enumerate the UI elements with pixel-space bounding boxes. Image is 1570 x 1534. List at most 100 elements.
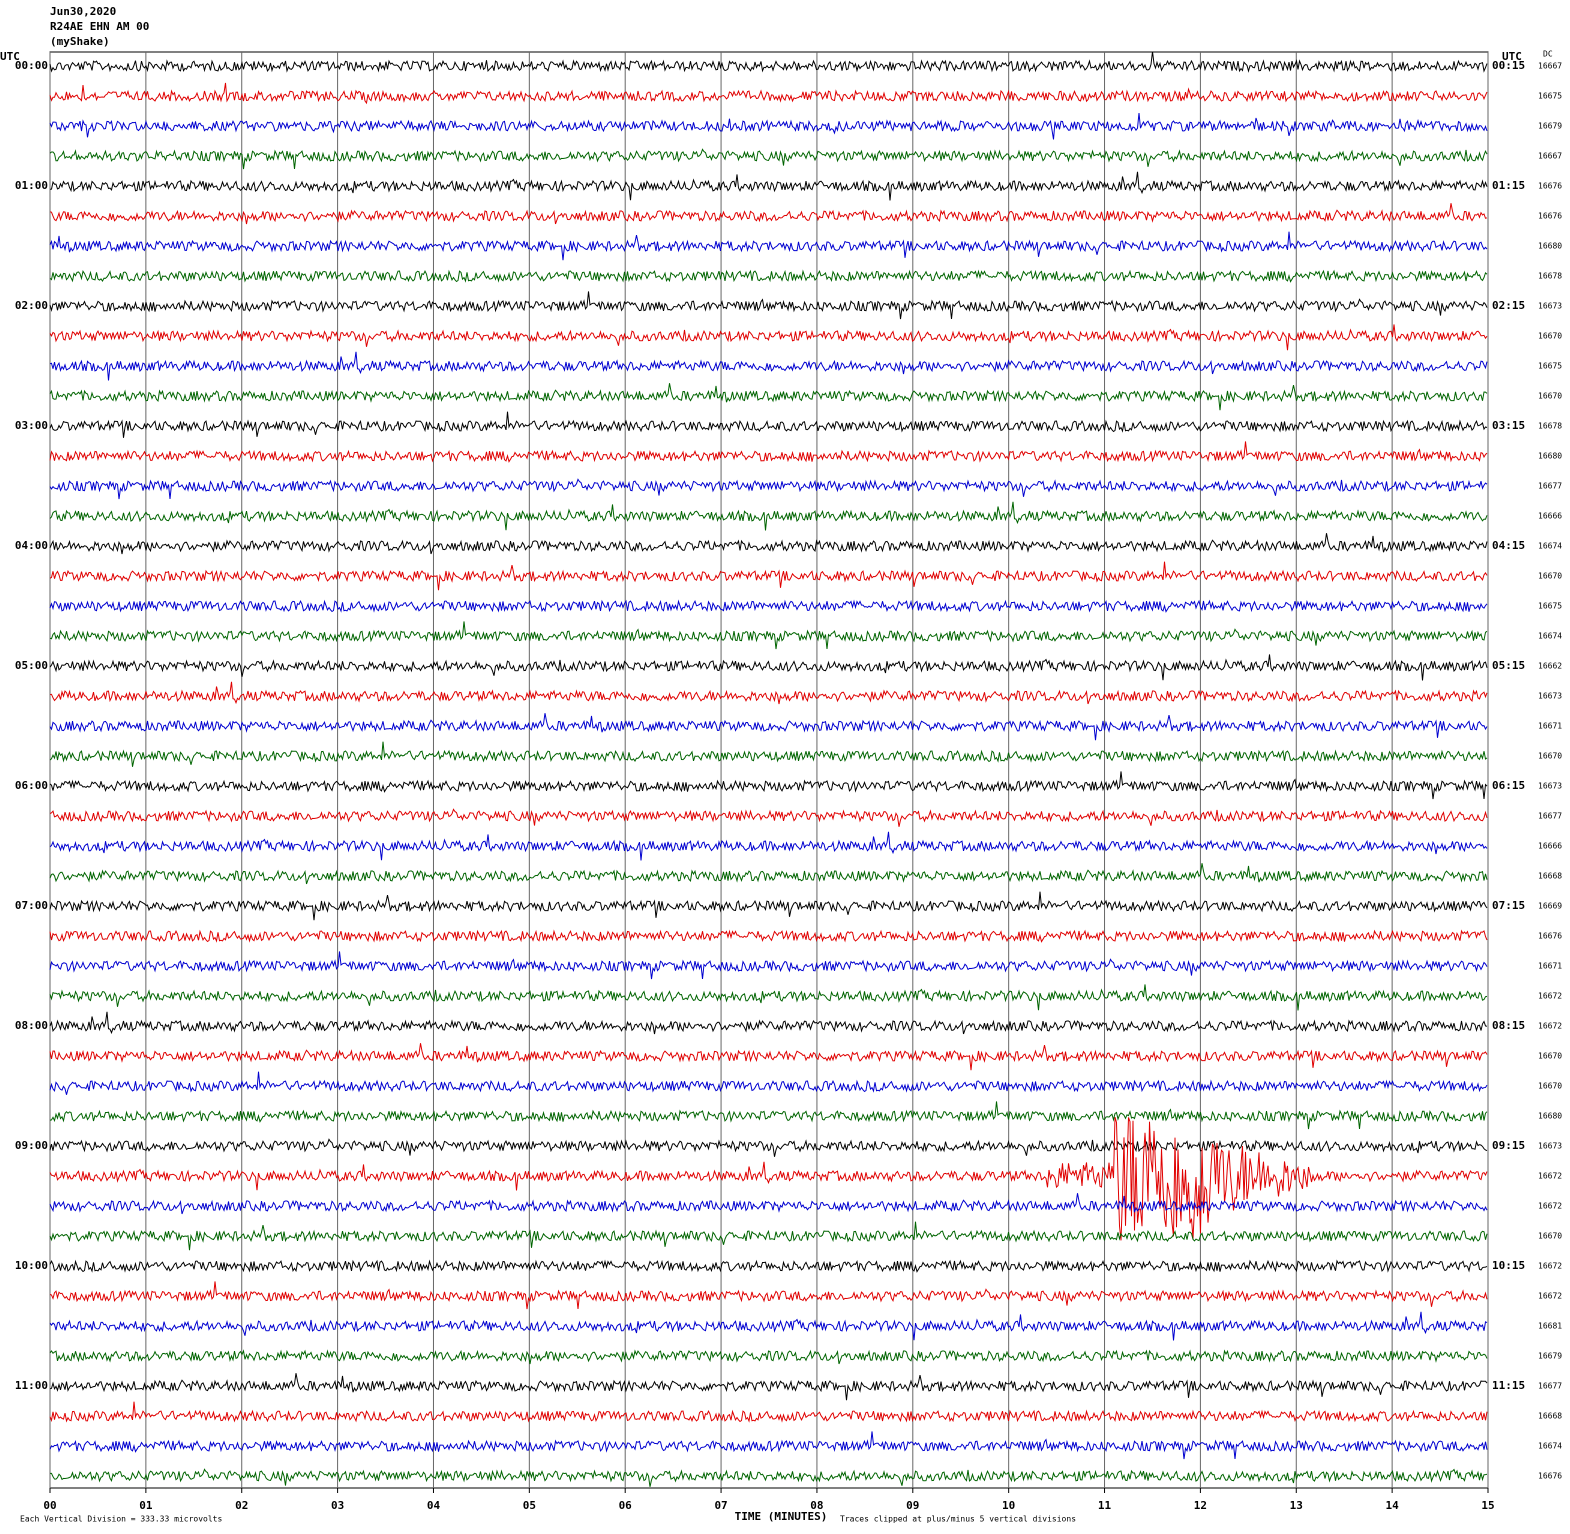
dc-value: 16672 [1538,1172,1562,1181]
seismic-trace [49,148,1488,170]
seismic-trace [49,929,1488,943]
seismic-trace [49,351,1488,381]
dc-value: 16668 [1538,872,1562,881]
dc-value: 16672 [1538,1262,1562,1271]
dc-value: 16677 [1538,812,1562,821]
x-tick-label: 10 [1002,1499,1015,1512]
dc-value: 16678 [1538,272,1562,281]
right-time-label: 03:15 [1492,419,1525,432]
seismic-trace [49,1193,1488,1215]
dc-value: 16676 [1538,212,1562,221]
seismic-trace [49,1259,1488,1273]
right-time-label: 04:15 [1492,539,1525,552]
seismic-trace [49,741,1488,767]
seismic-trace [49,681,1488,705]
seismic-trace [49,501,1488,531]
dc-value: 16678 [1538,422,1562,431]
left-time-label: 07:00 [15,899,48,912]
dc-value: 16680 [1538,242,1562,251]
station: R24AE EHN AM 00 [50,20,149,33]
dc-value: 16676 [1538,182,1562,191]
seismic-trace [49,113,1488,140]
seismic-trace [49,269,1488,283]
left-time-label: 09:00 [15,1139,48,1152]
x-tick-label: 05 [523,1499,536,1512]
dc-value: 16667 [1538,152,1562,161]
seismic-trace [49,1043,1488,1071]
seismic-trace [49,891,1488,921]
dc-value: 16680 [1538,1112,1562,1121]
dc-value: 16670 [1538,572,1562,581]
seismic-trace [49,533,1488,555]
seismic-trace [49,1071,1488,1095]
seismic-trace [49,771,1488,800]
x-tick-label: 01 [139,1499,153,1512]
seismic-trace [49,441,1488,463]
seismic-trace [49,984,1488,1011]
dc-title: DC [1543,50,1553,59]
right-time-label: 08:15 [1492,1019,1525,1032]
dc-value: 16672 [1538,1292,1562,1301]
seismic-trace [49,51,1488,73]
right-time-label: 02:15 [1492,299,1525,312]
dc-value: 16672 [1538,992,1562,1001]
right-time-label: 00:15 [1492,59,1525,72]
left-utc: UTC [0,50,20,63]
seismic-trace [49,863,1488,885]
seismic-trace [49,171,1488,201]
dc-value: 16673 [1538,782,1562,791]
x-tick-label: 02 [235,1499,248,1512]
seismic-trace [49,1431,1488,1460]
x-tick-label: 13 [1290,1499,1303,1512]
seismic-trace [49,1117,1488,1241]
x-tick-label: 08 [810,1499,823,1512]
left-time-label: 03:00 [15,419,48,432]
seismic-trace [49,1373,1488,1401]
dc-value: 16668 [1538,1412,1562,1421]
x-tick-label: 09 [906,1499,919,1512]
dc-value: 16666 [1538,512,1562,521]
seismic-trace [49,1138,1488,1157]
right-utc: UTC [1502,50,1522,63]
left-time-label: 11:00 [15,1379,48,1392]
seismic-trace [49,324,1488,351]
seismic-trace [49,831,1488,861]
right-time-label: 01:15 [1492,179,1525,192]
dc-value: 16680 [1538,452,1562,461]
x-tick-label: 15 [1481,1499,1494,1512]
dc-value: 16674 [1538,542,1562,551]
date: Jun30,2020 [50,5,116,18]
dc-value: 16671 [1538,962,1562,971]
seismic-trace [49,82,1488,105]
left-time-label: 06:00 [15,779,48,792]
dc-value: 16673 [1538,1142,1562,1151]
x-tick-label: 04 [427,1499,441,1512]
dc-value: 16670 [1538,1052,1562,1061]
seismic-trace [50,1468,1488,1487]
seismic-trace [49,231,1488,261]
dc-value: 16671 [1538,722,1562,731]
left-time-label: 04:00 [15,539,48,552]
network: (myShake) [50,35,110,48]
seismic-trace [49,478,1488,500]
scale-note: Each Vertical Division = 333.33 microvol… [20,1515,222,1524]
seismic-trace [49,1349,1488,1365]
seismic-trace [49,291,1488,320]
x-tick-label: 14 [1386,1499,1400,1512]
right-time-label: 10:15 [1492,1259,1525,1272]
dc-value: 16673 [1538,302,1562,311]
dc-value: 16670 [1538,1232,1562,1241]
left-time-label: 02:00 [15,299,48,312]
x-axis-title: TIME (MINUTES) [735,1510,828,1523]
x-tick-label: 11 [1098,1499,1112,1512]
dc-value: 16676 [1538,1472,1562,1481]
dc-value: 16662 [1538,662,1562,671]
dc-value: 16677 [1538,1382,1562,1391]
clip-note: Traces clipped at plus/minus 5 vertical … [840,1515,1076,1524]
dc-value: 16681 [1538,1322,1562,1331]
right-time-label: 11:15 [1492,1379,1525,1392]
x-tick-label: 00 [43,1499,56,1512]
dc-value: 16675 [1538,602,1562,611]
dc-value: 16672 [1538,1202,1562,1211]
left-time-label: 08:00 [15,1019,48,1032]
